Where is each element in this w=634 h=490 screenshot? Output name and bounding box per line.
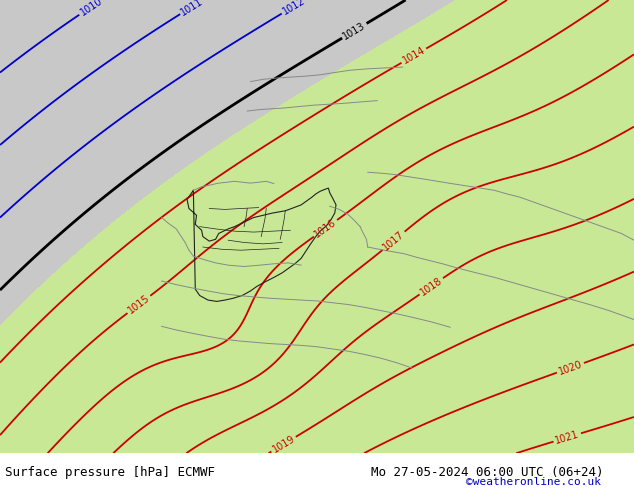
Text: 1018: 1018: [418, 275, 444, 297]
Text: 1021: 1021: [554, 429, 581, 446]
Text: 1014: 1014: [401, 45, 427, 66]
Text: 1010: 1010: [78, 0, 104, 18]
Text: Mo 27-05-2024 06:00 UTC (06+24): Mo 27-05-2024 06:00 UTC (06+24): [371, 466, 604, 479]
Text: ©weatheronline.co.uk: ©weatheronline.co.uk: [466, 477, 601, 487]
Text: 1011: 1011: [179, 0, 205, 17]
Text: 1019: 1019: [271, 434, 297, 455]
Text: 1013: 1013: [341, 20, 368, 41]
Text: Surface pressure [hPa] ECMWF: Surface pressure [hPa] ECMWF: [5, 466, 215, 479]
Text: 1017: 1017: [381, 229, 406, 252]
Text: 1020: 1020: [557, 359, 584, 377]
Text: 1012: 1012: [281, 0, 307, 17]
Text: 1015: 1015: [126, 293, 152, 316]
Text: 1016: 1016: [313, 217, 339, 240]
